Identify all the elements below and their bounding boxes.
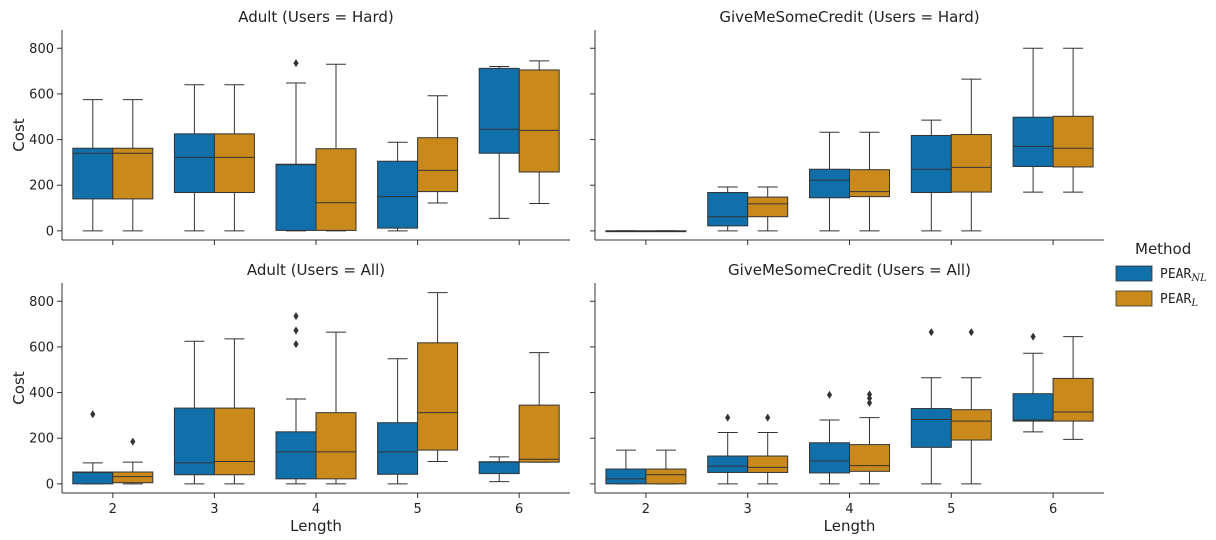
y-tick-label: 0 — [46, 224, 54, 239]
legend-title: Method — [1135, 240, 1191, 258]
outlier-point — [866, 398, 873, 407]
x-tick-label: 3 — [210, 502, 218, 517]
box-pear-l — [213, 133, 255, 194]
x-tick-label: 6 — [515, 502, 523, 517]
outlier-point — [826, 390, 833, 399]
box-pear-nl — [910, 408, 952, 448]
box-pear-l — [950, 134, 992, 193]
outlier-point — [293, 340, 299, 349]
box-pear-nl — [377, 422, 419, 475]
outlier-point — [928, 328, 934, 337]
x-axis-label: Length — [290, 517, 342, 535]
box-pear-l — [417, 137, 459, 193]
box-pear-nl — [173, 407, 215, 476]
box-pear-nl — [605, 468, 647, 485]
box-pear-l — [1052, 377, 1094, 422]
box-pear-nl — [809, 168, 850, 199]
box-pear-l — [315, 148, 357, 231]
box-pear-nl — [377, 160, 419, 229]
box-pear-l — [112, 471, 154, 484]
x-tick-label: 4 — [312, 502, 320, 517]
box-pear-nl — [478, 461, 520, 475]
legend-label-pear-l: PEARL — [1160, 292, 1198, 309]
outlier-point — [725, 413, 731, 422]
legend-swatch-pear-l — [1115, 290, 1153, 307]
outlier-point — [765, 413, 771, 422]
box-pear-nl — [478, 67, 520, 154]
box-pear-nl — [72, 471, 114, 485]
outlier-point — [90, 410, 96, 419]
y-tick-label: 600 — [29, 87, 54, 102]
box-pear-l — [849, 169, 890, 198]
box-pear-l — [950, 409, 992, 441]
box-pear-l — [112, 147, 154, 200]
outlier-point — [293, 59, 299, 68]
box-pear-nl — [809, 442, 850, 474]
box-pear-nl — [72, 147, 114, 200]
x-tick-label: 2 — [642, 502, 650, 517]
y-axis-label: Cost — [10, 371, 28, 404]
box-pear-l — [213, 407, 255, 476]
outlier-point — [130, 437, 136, 446]
box-pear-nl — [1012, 116, 1054, 168]
x-tick-label: 6 — [1049, 502, 1057, 517]
panel-title: Adult (Users = All) — [247, 261, 385, 279]
box-pear-l — [417, 342, 459, 451]
x-tick-label: 5 — [413, 502, 421, 517]
panel-title: GiveMeSomeCredit (Users = Hard) — [719, 8, 979, 26]
y-tick-label: 600 — [29, 340, 54, 355]
box-pear-l — [849, 444, 890, 472]
x-tick-label: 5 — [947, 502, 955, 517]
box-pear-nl — [275, 431, 317, 480]
y-axis-label: Cost — [10, 118, 28, 151]
legend-swatch-pear-nl — [1115, 265, 1153, 282]
legend-label-pear-nl: PEARNL — [1160, 267, 1207, 284]
y-tick-label: 800 — [29, 295, 54, 310]
box-pear-nl — [707, 192, 749, 227]
outlier-point — [866, 390, 873, 399]
box-pear-l — [747, 455, 789, 473]
y-tick-label: 200 — [29, 179, 54, 194]
box-pear-l — [747, 196, 789, 218]
outlier-point — [293, 312, 299, 321]
y-tick-label: 200 — [29, 432, 54, 447]
box-pear-nl — [910, 134, 952, 194]
x-tick-label: 4 — [845, 502, 853, 517]
y-tick-label: 400 — [29, 386, 54, 401]
box-pear-nl — [275, 163, 317, 231]
x-tick-label: 3 — [744, 502, 752, 517]
panel-title: Adult (Users = Hard) — [238, 8, 394, 26]
box-pear-l — [315, 412, 357, 480]
box-pear-l — [518, 404, 560, 463]
y-tick-label: 800 — [29, 42, 54, 57]
box-pear-l — [1052, 115, 1094, 168]
box-pear-l — [645, 468, 687, 485]
outlier-point — [968, 328, 974, 337]
box-pear-nl — [707, 455, 749, 473]
panel-title: GiveMeSomeCredit (Users = All) — [728, 261, 971, 279]
box-pear-nl — [1012, 393, 1054, 422]
y-tick-label: 0 — [46, 477, 54, 492]
box-pear-l — [518, 69, 560, 173]
box-pear-nl — [173, 133, 215, 194]
outlier-point — [1030, 332, 1036, 341]
x-tick-label: 2 — [109, 502, 117, 517]
x-axis-label: Length — [824, 517, 876, 535]
y-tick-label: 400 — [29, 133, 54, 148]
outlier-point — [293, 326, 299, 335]
